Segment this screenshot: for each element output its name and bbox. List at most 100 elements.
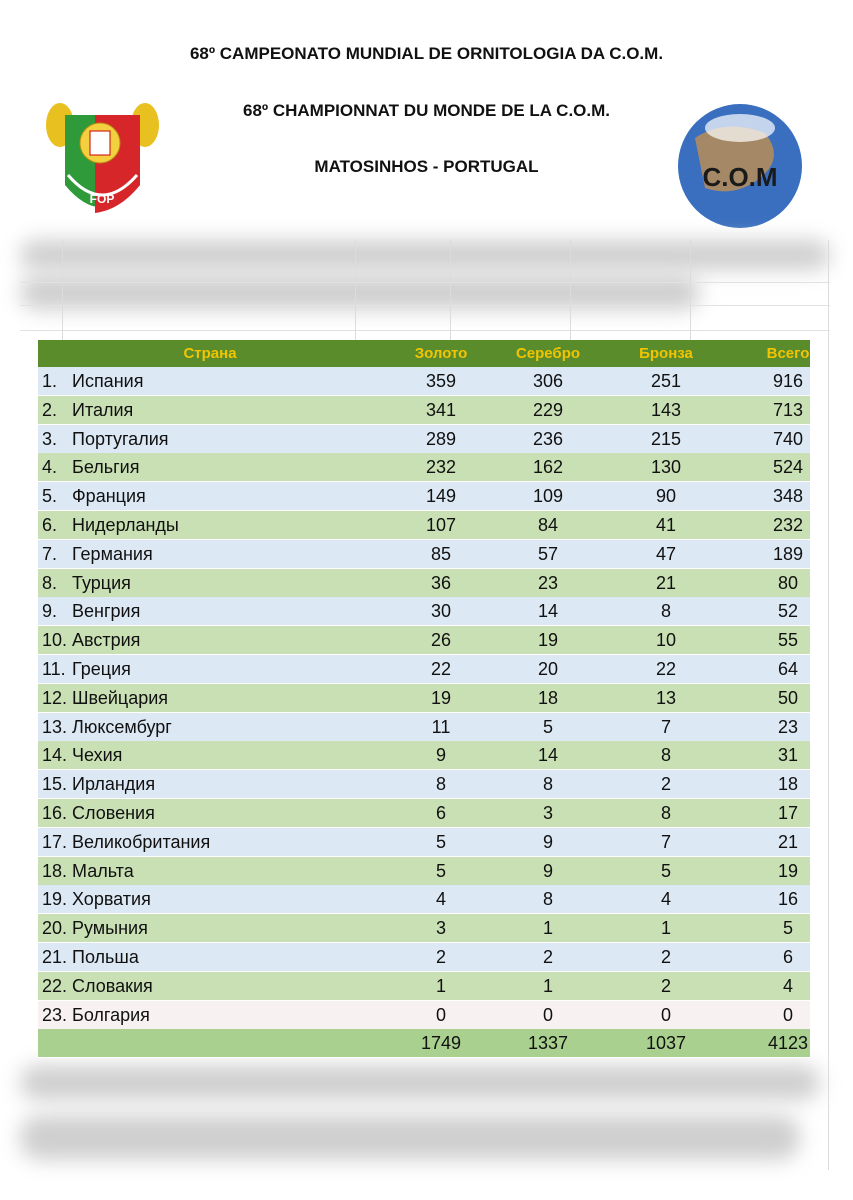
sheet-grid — [828, 240, 829, 1170]
country: Великобритания — [72, 831, 211, 852]
country: Нидерланды — [72, 515, 179, 535]
medal-count: 1 — [435, 975, 446, 996]
table-row: 2. Италия 341 229 143 713 — [38, 395, 810, 425]
medal-count: 1 — [660, 918, 671, 939]
medal-count: 19 — [777, 860, 799, 881]
table-row: 1. Испания 359 306 251 916 — [38, 367, 810, 396]
medal-count: 23 — [777, 716, 799, 737]
medal-count: 13 — [655, 687, 677, 708]
medal-count: 7 — [660, 831, 671, 852]
medal-count: 4 — [435, 889, 446, 910]
medal-count: 57 — [537, 543, 559, 564]
sheet-grid — [355, 240, 356, 340]
medal-count: 348 — [772, 486, 804, 507]
table-row: 21. Польша 2 2 2 6 — [38, 943, 810, 972]
table-row: 11. Греция 22 20 22 64 — [38, 655, 810, 684]
medal-count: 236 — [532, 428, 564, 449]
rank: 20. — [42, 918, 68, 939]
rank: 4. — [42, 457, 58, 478]
medal-count: 7 — [660, 716, 671, 737]
medal-count: 149 — [425, 486, 457, 507]
medal-count: 740 — [772, 428, 804, 449]
rank: 18. — [42, 860, 68, 881]
rank: 17. — [42, 831, 68, 852]
medal-count: 9 — [542, 831, 553, 852]
medal-count: 3 — [542, 803, 553, 823]
header-cell: Всего — [766, 345, 810, 362]
medal-count: 50 — [777, 687, 799, 708]
table-row: 20. Румыния 3 1 1 5 — [38, 914, 810, 944]
medal-count: 130 — [650, 457, 682, 478]
country: Германия — [72, 543, 153, 564]
medal-count: 21 — [655, 572, 677, 593]
table-row: 14. Чехия 9 14 8 31 — [38, 741, 810, 771]
country: Хорватия — [72, 889, 151, 910]
table-row: 7. Германия 85 57 47 189 — [38, 539, 810, 569]
medal-count: 55 — [777, 630, 799, 651]
rank: 9. — [42, 601, 58, 622]
medal-count: 8 — [660, 803, 671, 823]
medal-count: 524 — [772, 457, 804, 478]
country: Италия — [72, 399, 134, 420]
country: Ирландия — [72, 774, 156, 795]
table-row: 5. Франция 149 109 90 348 — [38, 482, 810, 512]
medal-count: 11 — [431, 716, 451, 737]
medal-count: 8 — [435, 774, 446, 795]
medal-count: 31 — [777, 745, 799, 766]
table-row: 15. Ирландия 8 8 2 18 — [38, 770, 810, 800]
header-cell: Серебро — [515, 345, 581, 362]
medal-count: 143 — [650, 399, 682, 420]
total-count: 1337 — [527, 1033, 569, 1054]
rank: 22. — [42, 975, 68, 996]
logo-text: FOP — [90, 192, 115, 206]
rank: 19. — [42, 889, 68, 910]
medal-count: 359 — [425, 371, 457, 391]
table-row: 12. Швейцария 19 18 13 50 — [38, 683, 810, 713]
table-row: 8. Турция 36 23 21 80 — [38, 568, 810, 598]
medal-count: 18 — [777, 774, 799, 795]
rank: 1. — [42, 371, 58, 391]
medal-count: 4 — [660, 889, 671, 910]
rank: 2. — [42, 399, 58, 420]
table-row: 17. Великобритания 5 9 7 21 — [38, 827, 810, 857]
medal-count: 26 — [430, 630, 452, 651]
medal-count: 19 — [537, 630, 559, 651]
sheet-grid — [20, 330, 830, 331]
title-line: MATOSINHOS - PORTUGAL — [314, 157, 539, 176]
medal-count: 21 — [777, 831, 799, 852]
title-line: 68º CHAMPIONNAT DU MONDE DE LA C.O.M. — [243, 101, 610, 120]
medal-count: 0 — [660, 1004, 671, 1025]
medal-count: 109 — [532, 486, 564, 507]
rank: 14. — [42, 745, 68, 766]
country: Турция — [72, 572, 131, 593]
blurred-text — [20, 275, 700, 310]
medal-count: 6 — [435, 803, 446, 823]
rank: 13. — [42, 716, 68, 737]
medal-count: 2 — [660, 947, 671, 967]
country: Чехия — [72, 745, 123, 766]
country: Венгрия — [72, 601, 141, 622]
country: Словения — [72, 803, 155, 823]
medal-count: 8 — [660, 601, 671, 622]
rank: 15. — [42, 774, 68, 795]
medal-count: 23 — [537, 572, 559, 593]
medal-count: 215 — [650, 428, 682, 449]
country: Португалия — [72, 428, 169, 449]
country: Швейцария — [72, 687, 169, 708]
rank: 11. — [42, 659, 66, 679]
medal-count: 8 — [542, 774, 553, 795]
rank: 7. — [42, 543, 58, 564]
medal-count: 916 — [772, 371, 804, 391]
country: Бельгия — [72, 457, 140, 478]
medal-count: 85 — [430, 543, 452, 564]
rank: 3. — [42, 428, 58, 449]
title-line: 68º CAMPEONATO MUNDIAL DE ORNITOLOGIA DA… — [189, 44, 664, 63]
medal-count: 80 — [777, 572, 799, 593]
table-row: 18. Мальта 5 9 5 19 — [38, 856, 810, 886]
medal-count: 713 — [772, 399, 804, 420]
rank: 23. — [42, 1004, 68, 1025]
rank: 8. — [42, 572, 58, 593]
sheet-grid — [570, 240, 571, 340]
blurred-text — [20, 240, 830, 270]
